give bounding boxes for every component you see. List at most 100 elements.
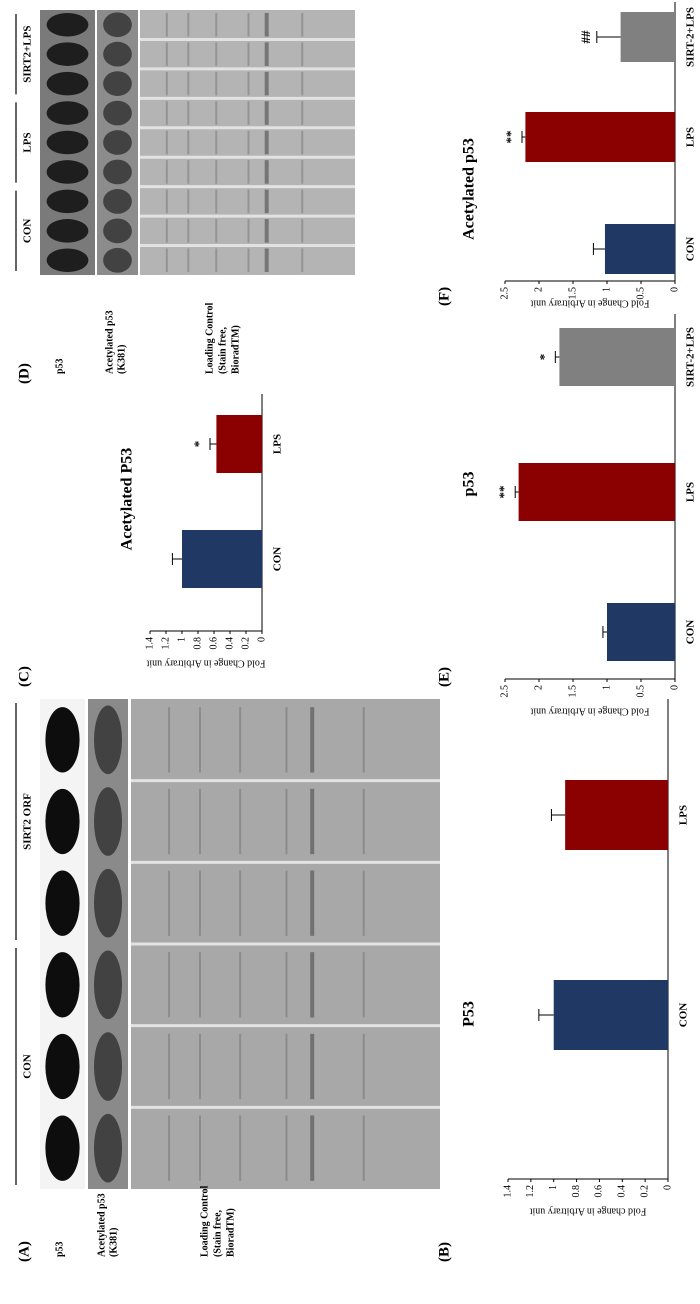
- loading-band: [310, 1115, 315, 1181]
- bar: [565, 780, 669, 850]
- loading-band: [239, 1115, 242, 1181]
- significance-label: ##: [578, 30, 593, 44]
- x-tick-label: SIRT-2+LPS: [685, 327, 697, 387]
- loading-band: [165, 189, 168, 214]
- loading-band: [301, 189, 304, 214]
- loading-band: [362, 952, 365, 1018]
- loading-band: [165, 12, 168, 37]
- blot-band: [103, 100, 132, 126]
- loading-band: [239, 707, 242, 773]
- loading-band: [165, 219, 168, 243]
- error-bar: [209, 438, 217, 450]
- loading-band: [310, 1033, 315, 1100]
- blot-band: [103, 189, 132, 214]
- loading-band: [187, 101, 190, 125]
- x-tick-label: LPS: [272, 434, 284, 454]
- bar: [182, 530, 262, 588]
- loading-band: [301, 71, 304, 96]
- y-tick-label: 0: [662, 1185, 673, 1190]
- y-tick-label: 0.8: [571, 1185, 582, 1198]
- loading-band: [168, 870, 171, 936]
- loading-band: [165, 130, 168, 155]
- y-tick-label: 0.6: [594, 1185, 605, 1198]
- loading-band: [285, 1033, 288, 1100]
- error-bar: [602, 626, 607, 638]
- x-tick-label: SIRT-2+LPS: [685, 7, 697, 67]
- loading-band: [301, 130, 304, 155]
- y-tick-label: 0.2: [240, 637, 251, 650]
- loading-band: [187, 71, 190, 96]
- blot-band: [45, 1115, 80, 1181]
- loading-band: [264, 160, 269, 184]
- loading-band: [285, 707, 288, 773]
- loading-band: [168, 788, 171, 855]
- blot-band: [45, 707, 80, 773]
- loading-band: [198, 1115, 201, 1181]
- loading-band: [198, 788, 201, 855]
- bar: [553, 980, 669, 1050]
- loading-band: [165, 248, 168, 273]
- y-tick-label: 2: [533, 685, 544, 690]
- row-label: BioradTM): [230, 325, 241, 374]
- loading-band: [198, 1033, 201, 1100]
- row-label: Loading Control: [199, 1186, 210, 1257]
- error-bar: [538, 1009, 554, 1021]
- loading-band: [198, 870, 201, 936]
- loading-band: [247, 219, 250, 243]
- blot-band: [45, 1033, 80, 1100]
- loading-band: [187, 189, 190, 214]
- blot-band: [46, 12, 89, 37]
- blot-band: [46, 160, 89, 184]
- loading-band: [301, 12, 304, 37]
- loading-band: [301, 101, 304, 125]
- loading-band: [168, 1115, 171, 1181]
- loading-band: [362, 788, 365, 855]
- loading-band: [264, 189, 269, 214]
- y-tick-label: 1.2: [160, 637, 171, 650]
- loading-band: [264, 248, 269, 273]
- chart-title: Acetylated P53: [119, 448, 136, 551]
- y-tick-label: 1: [548, 1185, 559, 1190]
- group-label: SIRT2+LPS: [22, 26, 34, 83]
- loading-band: [285, 870, 288, 936]
- row-label: (Stain free,: [217, 326, 228, 374]
- error-bar: [592, 243, 605, 255]
- loading-band: [310, 788, 315, 855]
- loading-band: [310, 707, 315, 773]
- blot-band: [94, 787, 122, 856]
- blot-band: [103, 130, 132, 155]
- group-label: SIRT2 ORF: [22, 793, 34, 850]
- y-tick-label: 0.5: [635, 287, 646, 300]
- loading-band: [310, 952, 315, 1018]
- loading-band: [264, 42, 269, 66]
- loading-band: [285, 952, 288, 1018]
- loading-band: [239, 1033, 242, 1100]
- error-bar: [596, 31, 621, 43]
- blot-band: [103, 12, 132, 38]
- blot-band: [46, 71, 89, 96]
- loading-band: [168, 952, 171, 1018]
- bar: [518, 463, 675, 521]
- x-tick-label: CON: [685, 620, 697, 645]
- bar: [559, 328, 676, 386]
- y-tick-label: 1: [176, 637, 187, 642]
- loading-band: [362, 1115, 365, 1181]
- row-label: BioradTM): [225, 1208, 236, 1257]
- loading-band: [239, 788, 242, 855]
- loading-band: [187, 248, 190, 273]
- y-tick-label: 1.4: [144, 637, 155, 650]
- loading-band: [215, 248, 218, 273]
- panel-label: (E): [436, 667, 452, 687]
- loading-band: [215, 160, 218, 184]
- loading-band: [215, 219, 218, 243]
- blot-band: [103, 159, 132, 185]
- row-label: Loading Control: [204, 303, 215, 374]
- y-tick-label: 2.5: [499, 287, 510, 300]
- bar: [607, 603, 675, 661]
- bar: [604, 224, 676, 274]
- blot-band: [45, 952, 80, 1018]
- loading-band: [247, 12, 250, 37]
- blot-band: [103, 71, 132, 96]
- row-label: (K381): [116, 345, 127, 374]
